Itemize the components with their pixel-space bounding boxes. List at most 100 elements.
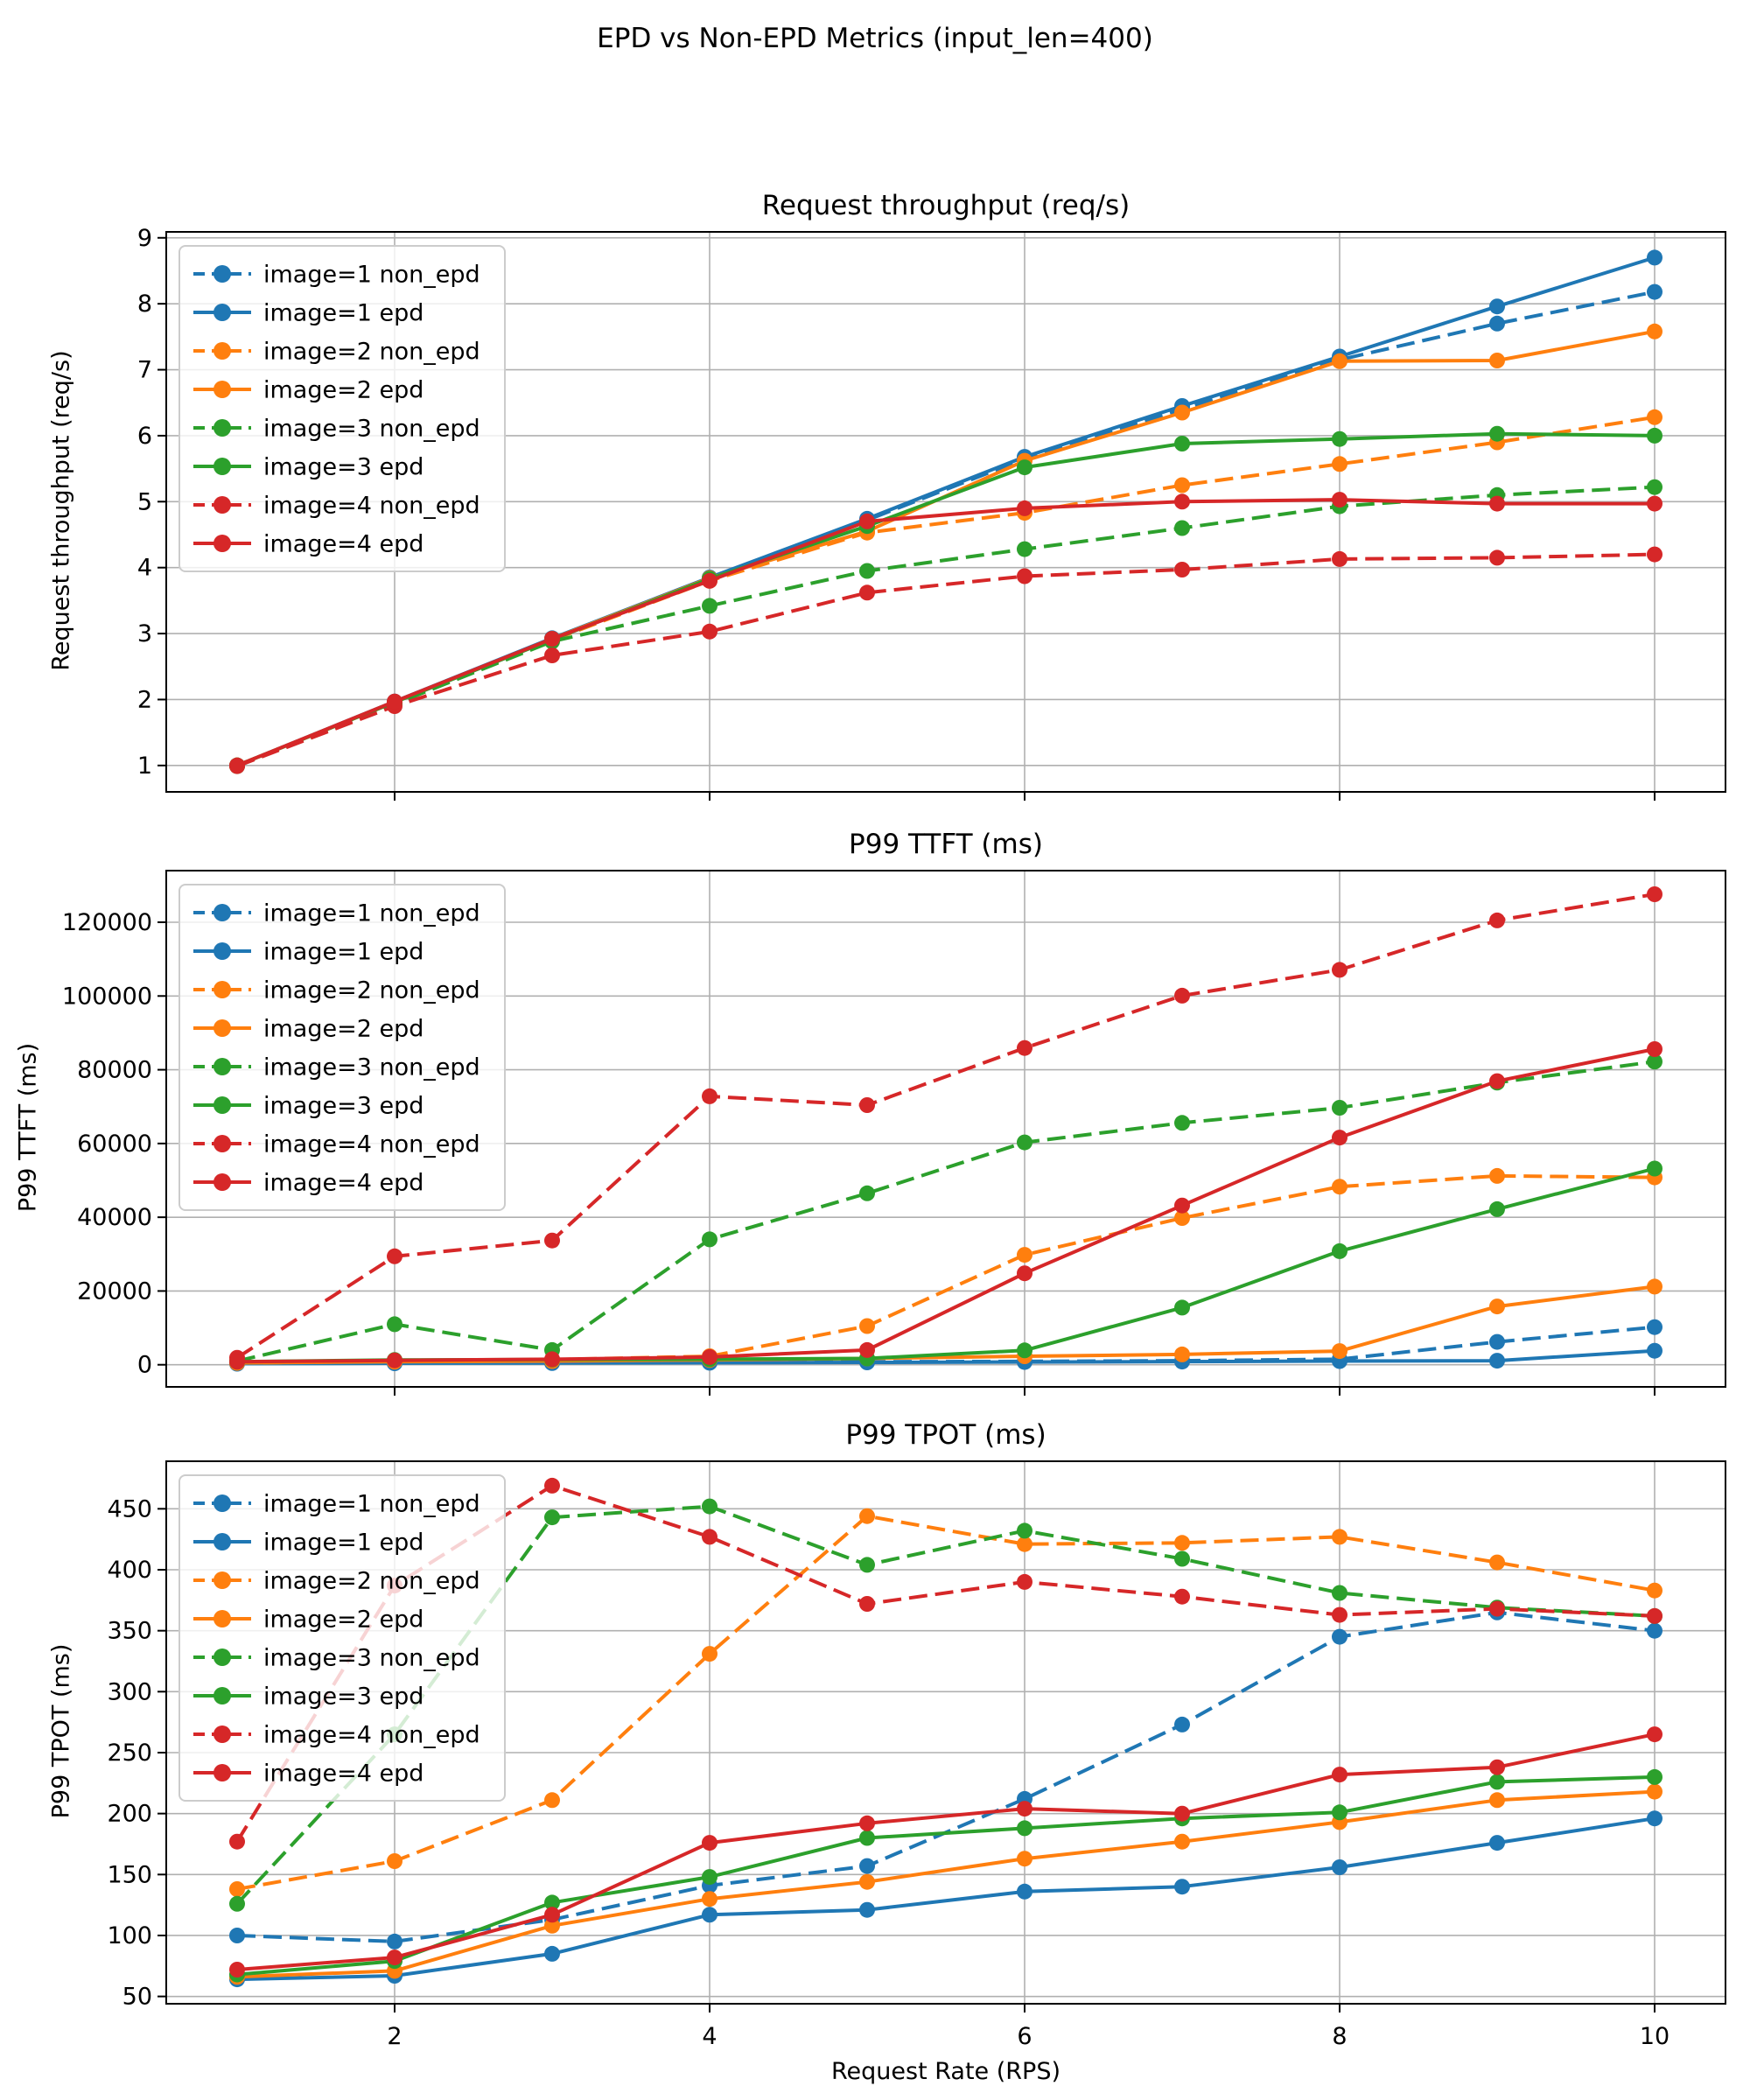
legend-marker [214, 1726, 231, 1743]
legend-label: image=4 epd [263, 1760, 424, 1788]
series-line-image-1-epd [236, 1816, 1656, 1982]
subplot-title-ttft: P99 TTFT (ms) [849, 829, 1043, 860]
legend-label: image=3 non_epd [263, 1645, 480, 1672]
svg-text:8: 8 [137, 290, 152, 318]
legend-label: image=1 epd [263, 300, 424, 327]
legend-marker [214, 942, 231, 960]
svg-text:300: 300 [107, 1678, 152, 1705]
subplot-title-throughput: Request throughput (req/s) [761, 190, 1130, 221]
legend-marker [214, 265, 231, 283]
legend-marker [214, 342, 231, 360]
svg-text:1: 1 [137, 752, 152, 780]
svg-text:80000: 80000 [77, 1057, 152, 1084]
legend-marker [214, 981, 231, 998]
svg-text:4: 4 [702, 2023, 717, 2050]
legend-label: image=4 non_epd [263, 1131, 480, 1158]
legend-label: image=2 non_epd [263, 1568, 480, 1595]
legend-label: image=3 non_epd [263, 1054, 480, 1082]
tick-marks [158, 1508, 1656, 2012]
legend-label: image=2 epd [263, 377, 424, 404]
legend-marker [214, 1572, 231, 1589]
y-axis-label-throughput: Request throughput (req/s) [47, 350, 75, 671]
legend-label: image=1 epd [263, 1530, 424, 1557]
legend-marker [214, 535, 231, 552]
svg-text:6: 6 [1017, 2023, 1032, 2050]
svg-text:150: 150 [107, 1861, 152, 1888]
legend-label: image=1 epd [263, 939, 424, 966]
series-markers-image-4-epd [229, 492, 1662, 774]
plot-frame [165, 231, 1726, 793]
svg-text:4: 4 [137, 555, 152, 582]
series-markers-image-4-non-epd [229, 1477, 1662, 1850]
x-tick-labels: 2 4 6 8 10 [387, 2023, 1670, 2050]
legend-marker [214, 1764, 231, 1782]
series-line-image-2-epd [236, 1789, 1656, 1979]
svg-text:0: 0 [137, 1352, 152, 1379]
subplot-2: 50 100 150 200 250 300 350 400 450 2 4 6 8 10 image=1 … [107, 1460, 1726, 2050]
series-line-image-3-non-epd [235, 1504, 1656, 1906]
svg-text:60000: 60000 [77, 1130, 152, 1158]
legend-box [178, 245, 506, 572]
legend-marker [214, 1533, 231, 1550]
legend-label: image=3 epd [263, 1093, 424, 1120]
svg-text:450: 450 [107, 1495, 152, 1522]
legend-marker [214, 458, 231, 475]
svg-text:400: 400 [107, 1557, 152, 1584]
legend: image=1 non_epd image=1 epd image=2 non_ep… [178, 884, 506, 1211]
legend-marker [214, 381, 231, 398]
series-line-image-4-epd [236, 498, 1655, 767]
legend-marker [214, 1173, 231, 1191]
y-tick-labels: 1 2 3 4 5 6 7 8 9 [137, 225, 152, 780]
legend-label: image=1 non_epd [263, 262, 480, 289]
legend-marker [214, 1610, 231, 1628]
x-axis-label: Request Rate (RPS) [831, 2058, 1060, 2085]
series-markers-image-3-epd [229, 1768, 1662, 1983]
legend-label: image=1 non_epd [263, 900, 480, 928]
series-markers-image-1-non-epd [229, 1604, 1662, 1950]
subplot-1: 0 20000 40000 60000 80000 100000 120000 image=1… [62, 870, 1726, 1396]
legend-label: image=3 non_epd [263, 416, 480, 443]
legend-label: image=1 non_epd [263, 1491, 480, 1518]
svg-text:7: 7 [137, 357, 152, 384]
svg-text:100: 100 [107, 1922, 152, 1950]
svg-text:50: 50 [122, 1984, 152, 2011]
legend-label: image=4 non_epd [263, 1722, 480, 1749]
legend-marker [214, 496, 231, 514]
plot-frame [165, 870, 1726, 1388]
svg-text:10: 10 [1640, 2023, 1670, 2050]
y-tick-labels: 0 20000 40000 60000 80000 100000 120000 [62, 909, 152, 1379]
y-axis-label-tpot: P99 TPOT (ms) [47, 1643, 75, 1819]
legend-marker [214, 1687, 231, 1704]
legend-label: image=2 epd [263, 1016, 424, 1043]
series-markers-image-4-non-epd [229, 886, 1662, 1366]
series-markers-image-1-epd [229, 1810, 1662, 1988]
legend-label: image=2 epd [263, 1606, 424, 1634]
y-tick-labels: 50 100 150 200 250 300 350 400 450 [107, 1495, 152, 2010]
legend-marker [214, 1019, 231, 1037]
svg-text:3: 3 [137, 620, 152, 648]
legend-marker [214, 1135, 231, 1152]
subplot-title-tpot: P99 TPOT (ms) [845, 1419, 1046, 1451]
svg-text:6: 6 [137, 423, 152, 450]
y-axis-label-ttft: P99 TTFT (ms) [14, 1042, 42, 1213]
tick-marks [158, 236, 1656, 801]
series-line-image-3-epd [236, 1774, 1656, 1977]
legend-label: image=2 non_epd [263, 339, 480, 366]
series-line-image-3-non-epd [236, 1060, 1656, 1363]
legend-label: image=4 epd [263, 531, 424, 558]
legend: image=1 non_epd image=1 epd image=2 non_ep… [178, 245, 506, 572]
legend-label: image=3 epd [263, 1684, 424, 1711]
plot-frame [165, 1460, 1726, 2005]
svg-text:350: 350 [107, 1618, 152, 1645]
legend-box [178, 1474, 506, 1802]
svg-text:20000: 20000 [77, 1278, 152, 1305]
legend-label: image=4 non_epd [263, 493, 480, 520]
legend-label: image=2 non_epd [263, 977, 480, 1004]
svg-text:2: 2 [137, 686, 152, 713]
svg-text:250: 250 [107, 1740, 152, 1767]
series-markers-image-4-epd [229, 1041, 1662, 1370]
series-markers-image-4-non-epd [229, 546, 1662, 774]
